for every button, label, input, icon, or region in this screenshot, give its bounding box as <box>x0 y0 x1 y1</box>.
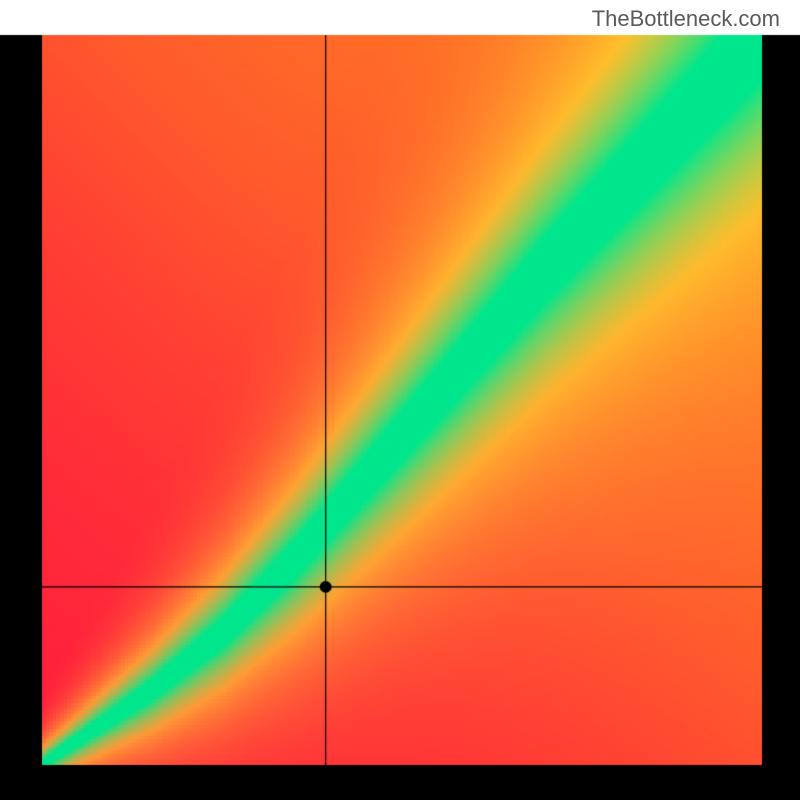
attribution-text: TheBottleneck.com <box>592 6 780 32</box>
bottleneck-heatmap <box>0 0 800 800</box>
